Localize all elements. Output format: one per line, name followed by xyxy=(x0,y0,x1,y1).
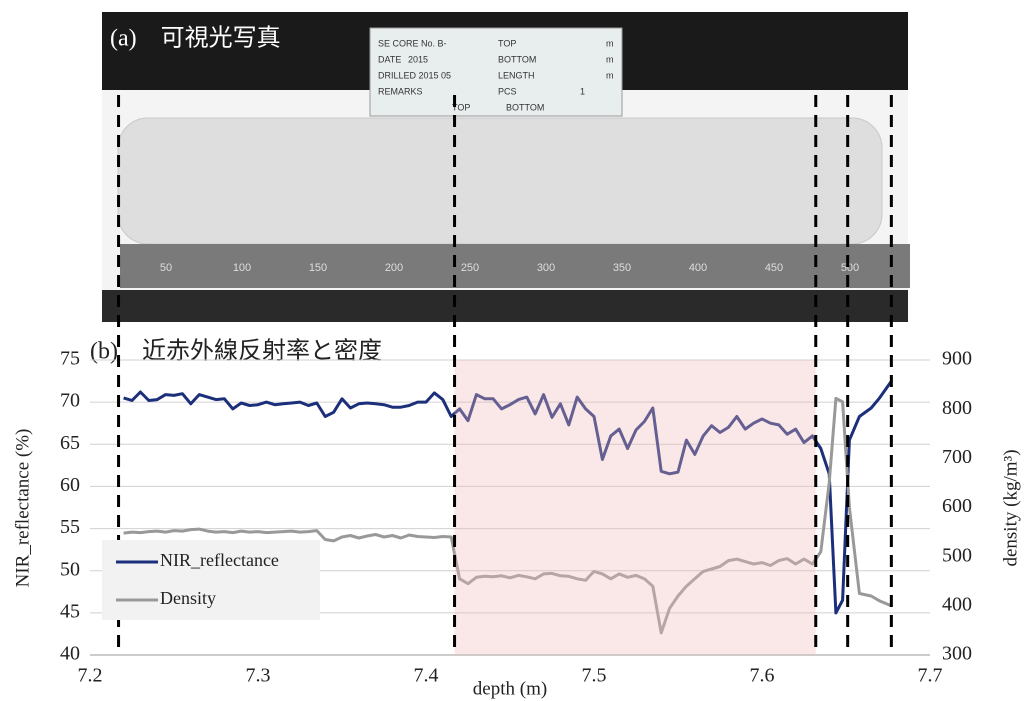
y-axis-label: NIR_reflectance (%) xyxy=(12,429,33,588)
card-text: PCS xyxy=(498,86,517,96)
card-text: m xyxy=(606,70,614,80)
tray xyxy=(102,290,908,322)
x-tick-label: 7.3 xyxy=(246,665,271,687)
ruler-label: 200 xyxy=(385,262,403,274)
x-tick-label: 7.5 xyxy=(582,665,607,687)
y-tick-label: 40 xyxy=(60,643,80,665)
ruler-label: 250 xyxy=(461,262,479,274)
ruler-label: 400 xyxy=(689,262,707,274)
figure: (b) 近赤外線反射率と密度 depth (m) NIR_reflectance… xyxy=(0,0,1027,701)
card-text: LENGTH xyxy=(498,70,535,80)
x-tick-label: 7.6 xyxy=(750,665,775,687)
card-text: SE CORE No. B- xyxy=(378,38,447,48)
y2-tick-label: 900 xyxy=(942,348,972,370)
card-text: 1 xyxy=(580,86,585,96)
ruler-label: 50 xyxy=(160,262,172,274)
ruler-label: 300 xyxy=(537,262,555,274)
card-text: REMARKS xyxy=(378,86,423,96)
card-text: m xyxy=(606,54,614,64)
ruler-label: 350 xyxy=(613,262,631,274)
photo-title: (a) 可視光写真 xyxy=(110,25,281,52)
card-text: 2015 xyxy=(408,54,428,64)
ruler-label: 500 xyxy=(841,262,859,274)
x-tick-label: 7.7 xyxy=(918,665,943,687)
y-tick-label: 65 xyxy=(60,432,80,454)
legend-label: Density xyxy=(160,588,216,608)
card-text: BOTTOM xyxy=(506,102,544,112)
ruler-label: 150 xyxy=(309,262,327,274)
y-tick-label: 75 xyxy=(60,348,80,370)
card-text: m xyxy=(606,38,614,48)
ruler-label: 450 xyxy=(765,262,783,274)
card-text: DRILLED 2015 05 xyxy=(378,70,451,80)
y2-axis-label: density (kg/m³) xyxy=(1000,449,1021,566)
card-text: DATE xyxy=(378,54,401,64)
shaded-region xyxy=(455,360,816,655)
y-tick-label: 70 xyxy=(60,390,80,412)
y2-tick-label: 600 xyxy=(942,495,972,517)
y2-tick-label: 400 xyxy=(942,593,972,615)
y2-tick-label: 500 xyxy=(942,544,972,566)
y-tick-label: 50 xyxy=(60,558,80,580)
y2-tick-label: 700 xyxy=(942,446,972,468)
y2-tick-label: 300 xyxy=(942,643,972,665)
card-text: BOTTOM xyxy=(498,54,536,64)
card-text: TOP xyxy=(498,38,516,48)
y-tick-label: 60 xyxy=(60,474,80,496)
y2-tick-label: 800 xyxy=(942,397,972,419)
ice-core xyxy=(118,118,882,244)
x-tick-label: 7.4 xyxy=(414,665,439,687)
y-tick-label: 45 xyxy=(60,600,80,622)
legend-label: NIR_reflectance xyxy=(160,550,279,570)
ruler-label: 100 xyxy=(233,262,251,274)
y-tick-label: 55 xyxy=(60,516,80,538)
x-tick-label: 7.2 xyxy=(78,665,103,687)
x-axis-label: depth (m) xyxy=(473,678,547,699)
